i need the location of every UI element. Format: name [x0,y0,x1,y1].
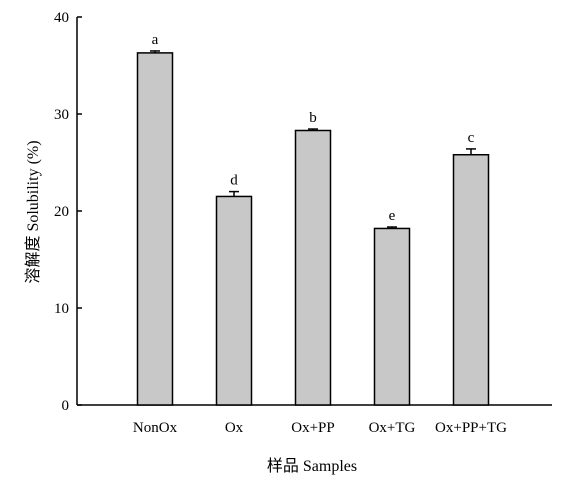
significance-label-Ox: d [230,173,238,189]
significance-label-NonOx: a [152,32,159,48]
x-tick-label-Ox+PP: Ox+PP [291,420,334,436]
bar-Ox+TG [373,227,411,406]
bar-Ox+PP [294,129,332,406]
x-tick-label-Ox+TG: Ox+TG [369,420,416,436]
bar-Ox [215,195,253,406]
y-tick-label-0: 0 [62,398,70,414]
x-axis-title: 样品 Samples [267,457,357,475]
significance-label-Ox+PP: b [309,110,317,126]
bars [136,50,490,406]
y-tick-label-20: 20 [54,204,69,220]
x-tick-label-NonOx: NonOx [133,420,178,436]
labels: a NonOx d Ox b Ox+PP e Ox+TG c Ox+PP+TG [133,32,507,436]
significance-label-Ox+TG: e [389,208,396,224]
y-tick-label-10: 10 [54,301,69,317]
x-tick-label-Ox+PP+TG: Ox+PP+TG [435,420,507,436]
y-tick-label-40: 40 [54,10,69,26]
x-tick-label-Ox: Ox [225,420,244,436]
y-axis-title: 溶解度 Solubility (%) [24,140,42,283]
bar-NonOx [136,52,174,406]
significance-label-Ox+PP+TG: c [468,130,475,146]
bar-Ox+PP+TG [452,153,490,406]
y-tick-label-30: 30 [54,107,69,123]
